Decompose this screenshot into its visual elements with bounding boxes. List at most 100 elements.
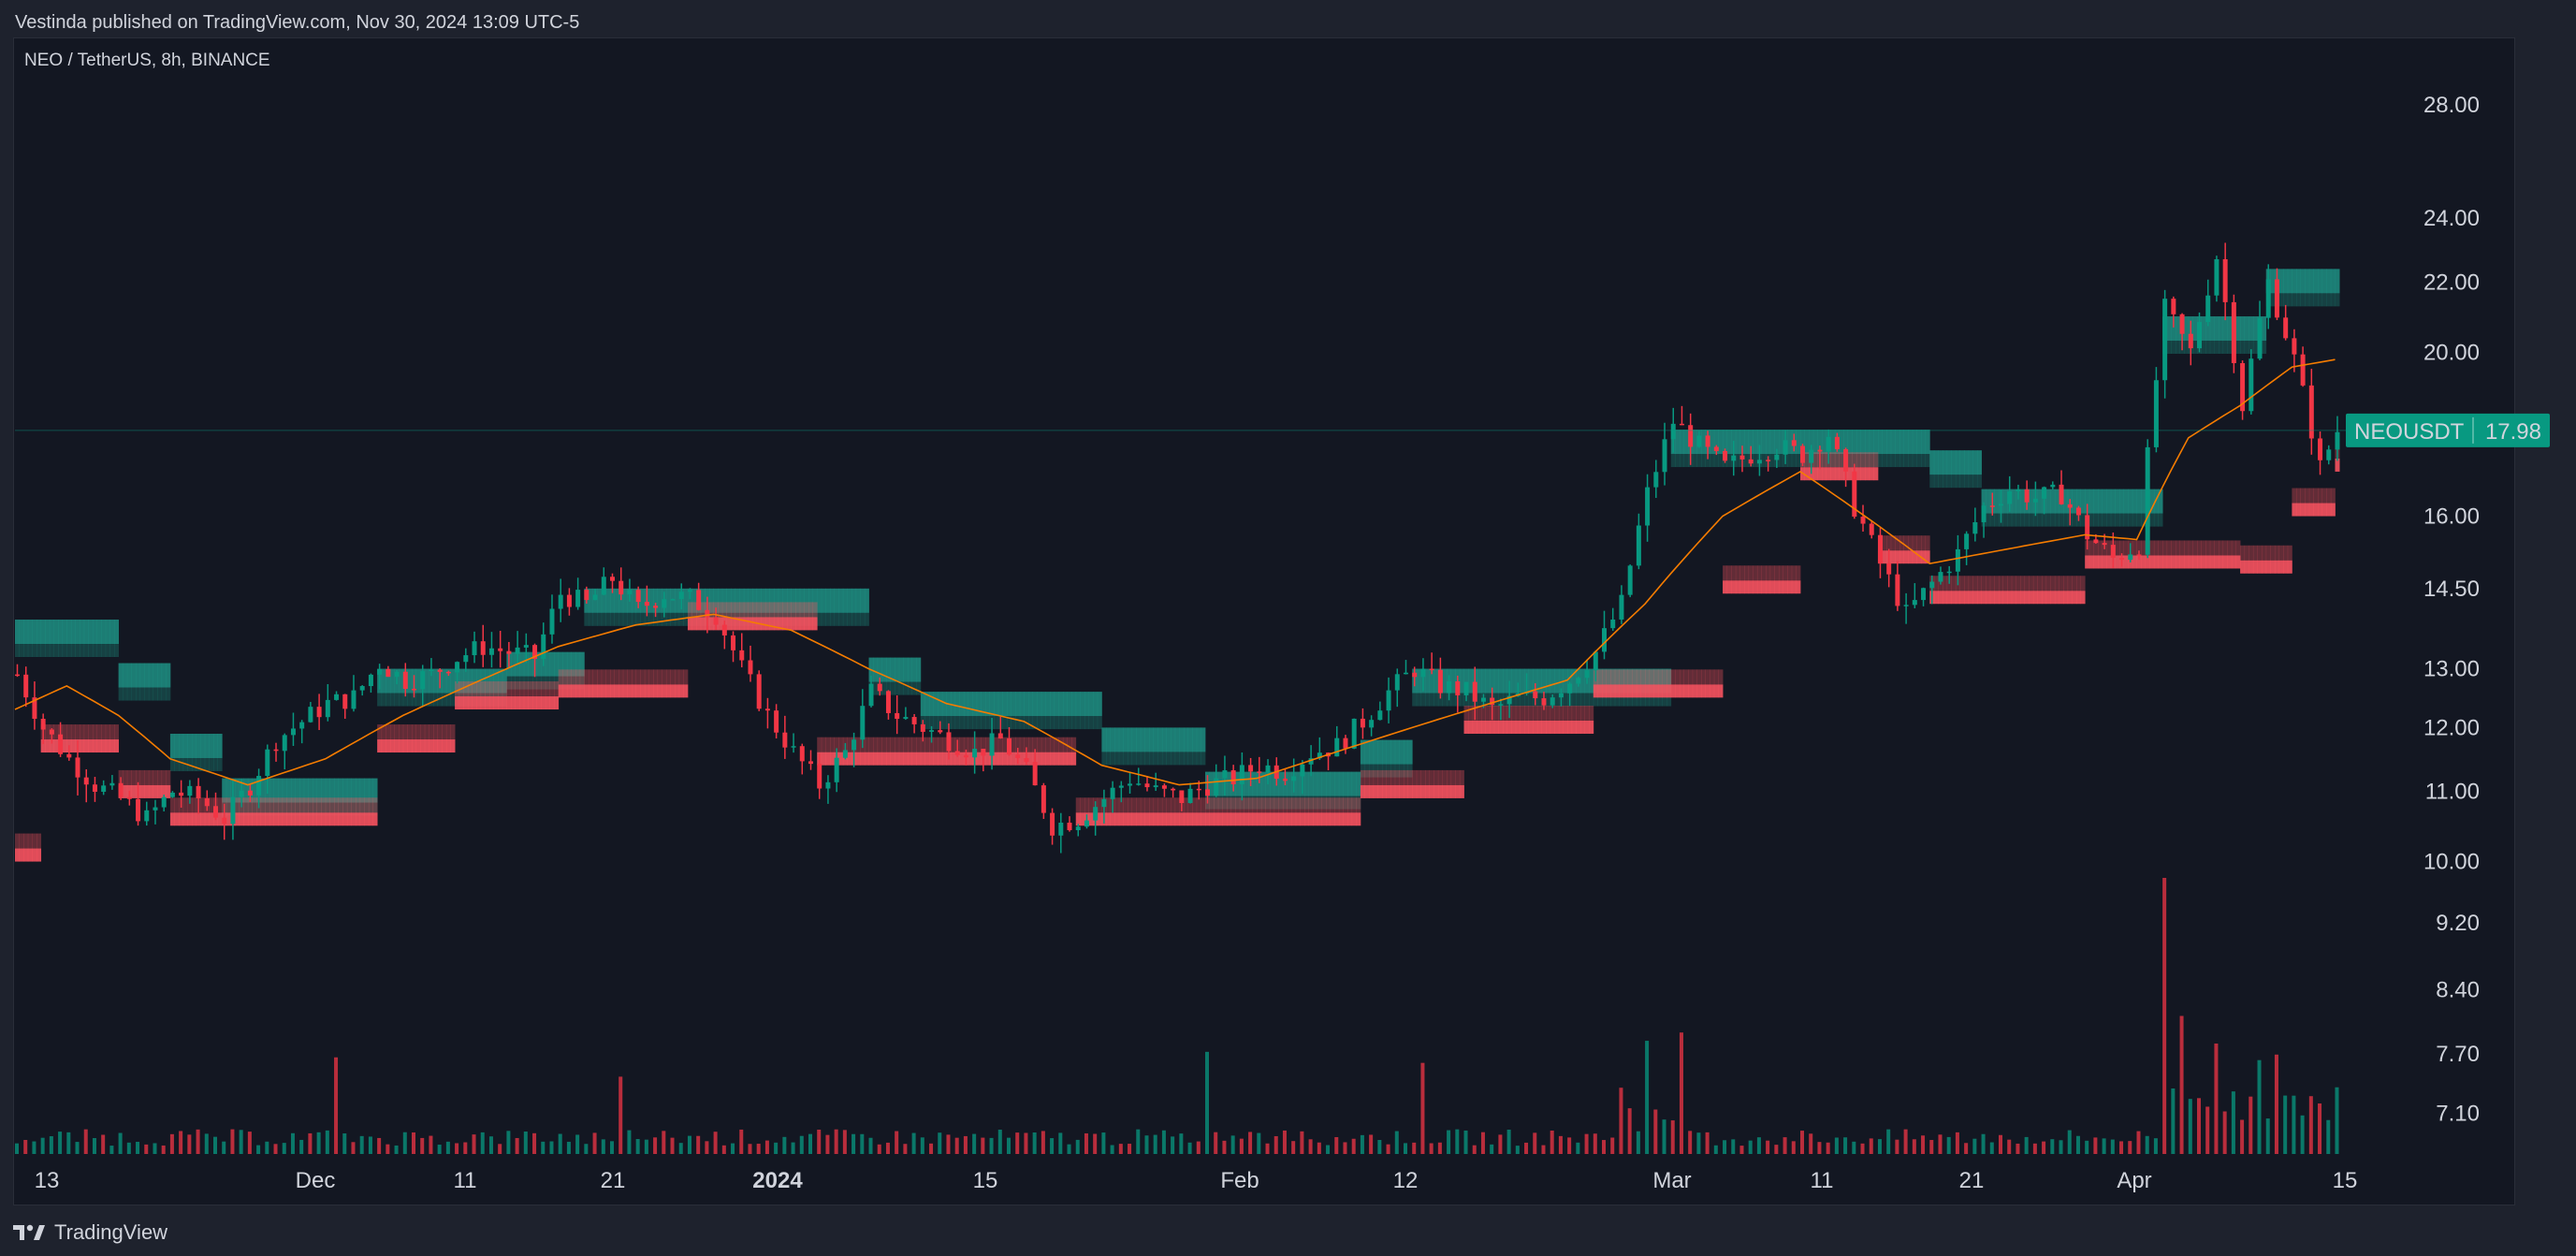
upper-band-segment xyxy=(1571,668,1577,694)
volume-bar xyxy=(282,1143,286,1154)
upper-band-segment xyxy=(53,620,59,645)
lower-band-segment xyxy=(523,696,529,710)
candle-body xyxy=(1498,704,1504,706)
lower-band-fade xyxy=(571,669,576,685)
lower-band-segment xyxy=(1602,684,1607,698)
volume-bar xyxy=(1723,1140,1727,1154)
upper-band-fade xyxy=(442,693,447,707)
upper-band-fade xyxy=(1201,752,1206,766)
upper-band-fade xyxy=(1015,716,1021,730)
upper-band-fade xyxy=(1041,716,1046,730)
upper-band-segment xyxy=(1589,668,1594,694)
candle-body xyxy=(670,599,676,601)
upper-band-segment xyxy=(1118,727,1124,752)
lower-band-segment xyxy=(678,684,684,698)
upper-band-segment xyxy=(1067,692,1072,717)
volume-bar xyxy=(1809,1133,1813,1154)
lower-band-segment xyxy=(96,739,102,753)
upper-band-fade xyxy=(1265,796,1271,810)
upper-band-segment xyxy=(2119,489,2125,514)
lower-band-segment xyxy=(1455,784,1461,798)
lower-band-segment xyxy=(610,684,615,698)
lower-band-fade xyxy=(1723,565,1728,581)
upper-band-segment xyxy=(743,588,749,613)
lower-band-fade xyxy=(1412,769,1418,785)
lower-band-segment xyxy=(933,752,939,766)
upper-band-fade xyxy=(2106,513,2112,527)
lower-band-fade xyxy=(1533,705,1538,721)
upper-band-fade xyxy=(1666,693,1672,707)
lower-band-fade xyxy=(1662,669,1667,685)
chart-pane[interactable] xyxy=(13,37,2515,1205)
upper-band-fade xyxy=(1101,752,1107,766)
upper-band-fade xyxy=(1753,454,1758,468)
lower-band-fade xyxy=(2088,540,2094,556)
candle-body xyxy=(817,764,822,789)
upper-band-segment xyxy=(2153,489,2159,514)
upper-band-segment xyxy=(1550,668,1555,694)
lower-band-segment xyxy=(62,739,67,753)
upper-band-fade xyxy=(519,676,525,690)
upper-band-fade xyxy=(278,802,284,816)
lower-band-fade xyxy=(648,669,654,685)
upper-band-segment xyxy=(2262,316,2267,342)
lower-band-segment xyxy=(1377,784,1383,798)
price-axis[interactable]: 28.0024.0022.0020.0016.0014.5013.0012.00… xyxy=(2423,93,2480,1126)
upper-band-segment xyxy=(1567,668,1573,694)
upper-band-segment xyxy=(1153,727,1158,752)
upper-band-segment xyxy=(1394,739,1400,765)
upper-band-segment xyxy=(632,588,637,613)
candle-body xyxy=(1230,770,1236,784)
lower-band-fade xyxy=(795,602,801,618)
upper-band-fade xyxy=(213,757,218,771)
lower-band-fade xyxy=(1718,669,1724,685)
lower-band-segment xyxy=(2184,555,2190,569)
candle-body xyxy=(627,590,633,595)
lower-band-fade xyxy=(1045,737,1051,752)
upper-band-segment xyxy=(2045,489,2051,514)
upper-band-segment xyxy=(1313,771,1318,796)
lower-band-fade xyxy=(2278,545,2284,561)
upper-band-fade xyxy=(683,612,689,626)
candle-body xyxy=(1533,691,1538,699)
upper-band-segment xyxy=(1800,430,1805,455)
lower-band-fade xyxy=(981,737,986,752)
volume-bar xyxy=(635,1139,640,1154)
lower-band-segment xyxy=(399,739,404,753)
upper-band-fade xyxy=(75,644,80,658)
lower-band-fade xyxy=(588,669,593,685)
upper-band-segment xyxy=(334,778,340,803)
lower-band-segment xyxy=(166,784,171,798)
lower-band-fade xyxy=(834,737,839,752)
upper-band-segment xyxy=(764,588,770,613)
brand-name[interactable]: TradingView xyxy=(54,1220,168,1244)
upper-band-segment xyxy=(1503,668,1507,694)
upper-band-fade xyxy=(321,802,327,816)
lower-band-fade xyxy=(1287,797,1292,813)
upper-band-fade xyxy=(1576,693,1581,707)
lower-band-fade xyxy=(433,724,439,740)
lower-band-segment xyxy=(1744,580,1750,594)
upper-band-segment xyxy=(769,588,775,613)
upper-band-segment xyxy=(1908,430,1914,455)
lower-band-segment xyxy=(2231,555,2236,569)
upper-band-segment xyxy=(1498,668,1504,694)
upper-band-fade xyxy=(2318,293,2323,307)
candle-body xyxy=(2179,314,2185,334)
candle-body xyxy=(40,719,46,730)
lower-band-segment xyxy=(1882,550,1887,564)
upper-band-segment xyxy=(1972,450,1978,475)
upper-band-segment xyxy=(1933,450,1939,475)
lower-band-fade xyxy=(278,797,284,813)
candle-body xyxy=(929,730,935,732)
upper-band-segment xyxy=(1817,430,1823,455)
tradingview-logo-icon[interactable] xyxy=(13,1223,45,1242)
upper-band-fade xyxy=(2123,513,2129,527)
lower-band-fade xyxy=(735,602,740,618)
lower-band-segment xyxy=(1007,752,1011,766)
upper-band-fade xyxy=(1964,475,1970,489)
lower-band-segment xyxy=(764,617,770,631)
lower-band-fade xyxy=(182,797,188,813)
time-axis[interactable]: 13 Dec 11 21 2024 15 Feb 12 Mar 11 21 Apr 15 xyxy=(35,1168,2358,1193)
